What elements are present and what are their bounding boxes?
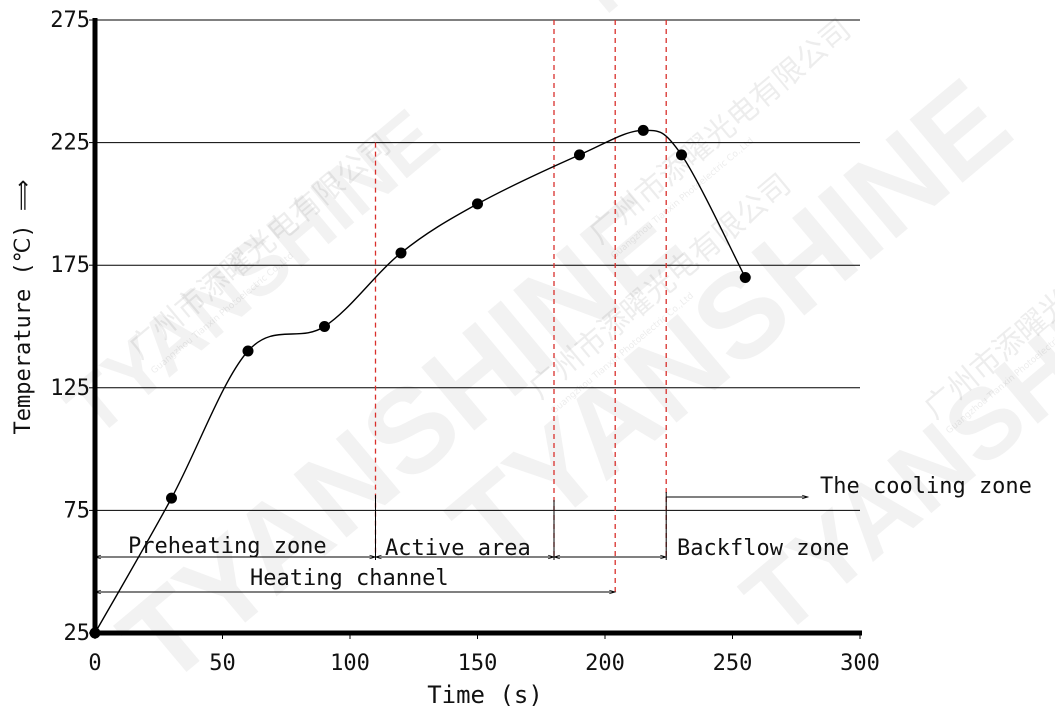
watermark-layer: TYANSHINETYANSHINETYANSHINETYANSHINETYAN… xyxy=(49,0,1055,709)
data-point-255 xyxy=(739,271,751,283)
preheating-zone-label: Preheating zone xyxy=(128,534,327,559)
heating-channel-label: Heating channel xyxy=(250,566,449,591)
data-point-90 xyxy=(319,321,330,332)
x-tick-label: 100 xyxy=(330,651,370,676)
data-point-60 xyxy=(242,345,254,357)
x-axis-title: Time (s) xyxy=(427,681,543,709)
y-tick-label: 125 xyxy=(50,376,90,401)
data-point-30 xyxy=(166,492,177,504)
cooling-zone-label: The cooling zone xyxy=(820,474,1032,499)
active-area-label: Active area xyxy=(385,536,531,561)
x-tick-label: 50 xyxy=(209,651,236,676)
x-tick-label: 200 xyxy=(585,651,625,676)
axes xyxy=(89,18,862,639)
data-point-0 xyxy=(89,627,101,639)
x-tick-label: 0 xyxy=(88,651,101,676)
data-point-150 xyxy=(472,198,483,210)
temperature-curve xyxy=(89,124,751,639)
x-tick-label: 150 xyxy=(458,651,498,676)
y-tick-label: 225 xyxy=(50,131,90,156)
watermark-company-cn: 广州市添曜光电有限公司 xyxy=(123,127,398,366)
data-point-230 xyxy=(676,149,687,161)
y-tick-label: 25 xyxy=(64,621,91,646)
data-point-190 xyxy=(574,149,585,161)
y-tick-label: 175 xyxy=(50,253,90,278)
x-tick-label: 250 xyxy=(713,651,753,676)
temperature-line xyxy=(94,129,746,634)
y-axis-title: Temperature (℃) ⟹ xyxy=(11,180,36,435)
data-point-120 xyxy=(395,247,407,259)
data-point-215 xyxy=(637,124,649,136)
y-tick-label: 75 xyxy=(64,498,91,523)
zone-annotations: Preheating zone Active area Backflow zone H… xyxy=(93,474,1032,595)
backflow-zone-label: Backflow zone xyxy=(677,536,849,561)
axis-labels: 0 50 100 150 200 250 300 25 75 125 175 225 275 Time (… xyxy=(11,8,880,709)
watermark-brand: TYANSHINE xyxy=(549,0,955,38)
y-tick-label: 275 xyxy=(50,8,90,33)
x-tick-label: 300 xyxy=(840,651,880,676)
